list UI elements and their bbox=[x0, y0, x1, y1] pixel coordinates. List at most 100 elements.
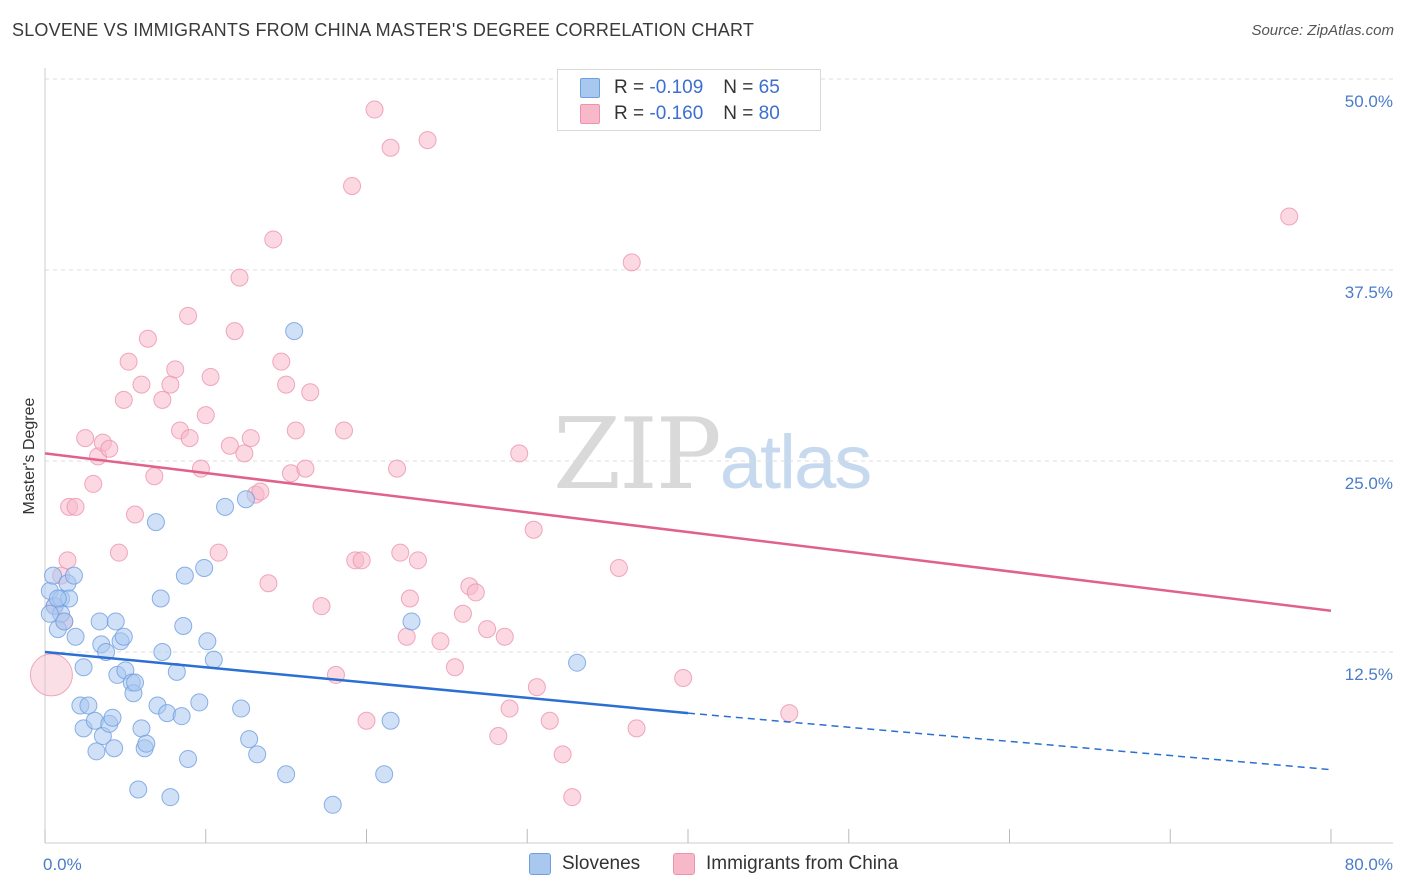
china-point bbox=[397, 627, 416, 646]
china-point bbox=[527, 678, 546, 697]
legend-row-china: R = -0.160 N = 80 bbox=[580, 102, 780, 126]
china-point bbox=[277, 375, 296, 394]
china-point bbox=[230, 268, 249, 287]
china-point bbox=[259, 574, 278, 593]
china-point bbox=[489, 727, 508, 746]
china-point bbox=[191, 459, 210, 478]
china-point bbox=[445, 658, 464, 677]
slovenes-point bbox=[175, 566, 194, 585]
china-point bbox=[301, 383, 320, 402]
slovenes-point bbox=[375, 765, 394, 784]
china-point bbox=[84, 474, 103, 493]
china-point bbox=[510, 444, 529, 463]
china-point bbox=[220, 436, 239, 455]
y-tick-label: 12.5% bbox=[1345, 665, 1393, 684]
china-point bbox=[66, 497, 85, 516]
china-point bbox=[264, 230, 283, 249]
china-point bbox=[29, 653, 73, 697]
china-point bbox=[500, 699, 519, 718]
china-point bbox=[540, 711, 559, 730]
china-point bbox=[161, 375, 180, 394]
china-point bbox=[622, 253, 641, 272]
slovenes-point bbox=[74, 658, 93, 677]
china-point bbox=[352, 551, 371, 570]
x-tick-label: 80.0% bbox=[1345, 855, 1393, 874]
grid-lines bbox=[45, 78, 1393, 653]
china-point bbox=[76, 429, 95, 448]
slovenes-point bbox=[402, 612, 421, 631]
slovenes-point bbox=[277, 765, 296, 784]
china-point bbox=[138, 329, 157, 348]
china-point bbox=[251, 482, 270, 501]
y-tick-label: 37.5% bbox=[1345, 283, 1393, 302]
slovenes-trend-line bbox=[44, 650, 689, 715]
china-point bbox=[627, 719, 646, 738]
slovenes-point bbox=[44, 566, 63, 585]
axes bbox=[44, 68, 1393, 844]
china-swatch bbox=[580, 104, 600, 124]
china-point bbox=[180, 429, 199, 448]
slovenes-trend-dashed-line bbox=[687, 712, 1332, 771]
slovenes-point bbox=[151, 589, 170, 608]
slovenes-point bbox=[248, 745, 267, 764]
china-point bbox=[179, 306, 198, 325]
slovenes-n-value: 65 bbox=[758, 77, 780, 98]
china-point bbox=[58, 551, 77, 570]
china-point bbox=[431, 632, 450, 651]
slovenes-point bbox=[232, 699, 251, 718]
china-point bbox=[166, 360, 185, 379]
y-tick-label: 25.0% bbox=[1345, 474, 1393, 493]
slovenes-point bbox=[79, 696, 98, 715]
china-r-label: R = bbox=[614, 103, 645, 124]
china-point bbox=[563, 788, 582, 807]
bottom-legend-china: Immigrants from China bbox=[673, 851, 898, 877]
china-point bbox=[119, 352, 138, 371]
slovenes-point bbox=[179, 749, 198, 768]
slovenes-point bbox=[40, 604, 59, 623]
slovenes-point bbox=[126, 673, 145, 692]
china-n-value: 80 bbox=[758, 103, 780, 124]
slovenes-point bbox=[103, 708, 122, 727]
china-point bbox=[365, 100, 384, 119]
china-point bbox=[343, 176, 362, 195]
slovenes-r-label: R = bbox=[614, 77, 645, 98]
china-point bbox=[109, 543, 128, 562]
slovenes-point bbox=[64, 566, 83, 585]
china-point bbox=[312, 597, 331, 616]
slovenes-point bbox=[106, 612, 125, 631]
chart-title: SLOVENE VS IMMIGRANTS FROM CHINA MASTER'… bbox=[12, 20, 755, 40]
slovenes-point bbox=[198, 632, 217, 651]
watermark: ZIPatlas bbox=[553, 398, 873, 512]
china-point bbox=[296, 459, 315, 478]
china-point bbox=[286, 421, 305, 440]
slovenes-point bbox=[216, 497, 235, 516]
slovenes-point bbox=[48, 589, 67, 608]
slovenes-point bbox=[153, 643, 172, 661]
china-point bbox=[466, 583, 485, 602]
y-axis-title: Master's Degree bbox=[21, 397, 38, 514]
china-point bbox=[132, 375, 151, 394]
slovenes-r-value: -0.109 bbox=[649, 77, 704, 98]
china-r-value: -0.160 bbox=[649, 103, 704, 124]
stats-legend: R = -0.109 N = 65 R = -0.160 N = 80 bbox=[557, 69, 821, 131]
china-point bbox=[209, 543, 228, 562]
legend-row-slovenes: R = -0.109 N = 65 bbox=[580, 76, 780, 100]
watermark-atlas: atlas bbox=[719, 420, 873, 505]
slovenes-point bbox=[568, 653, 587, 672]
slovenes-point bbox=[204, 650, 223, 669]
slovenes-point bbox=[55, 612, 74, 631]
slovenes-point bbox=[174, 617, 193, 636]
china-point bbox=[100, 439, 119, 458]
slovenes-point bbox=[285, 322, 304, 341]
slovenes-point bbox=[132, 719, 151, 738]
bottom-china-swatch bbox=[673, 853, 695, 875]
china-point bbox=[524, 520, 543, 539]
bottom-legend-slovenes: Slovenes bbox=[529, 851, 640, 877]
bottom-china-label: Immigrants from China bbox=[706, 853, 899, 874]
china-point bbox=[674, 668, 693, 687]
chart-source: Source: ZipAtlas.com bbox=[1251, 22, 1394, 39]
china-point bbox=[400, 589, 419, 608]
china-point bbox=[388, 459, 407, 478]
china-point bbox=[145, 467, 164, 486]
slovenes-swatch bbox=[580, 78, 600, 98]
